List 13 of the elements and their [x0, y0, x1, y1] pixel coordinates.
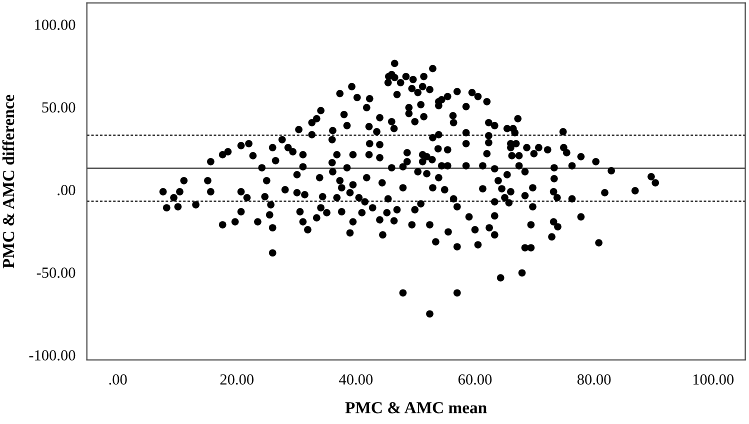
x-tick-label: 80.00: [577, 374, 611, 385]
x-tick-label: 20.00: [220, 374, 254, 385]
x-tick-label: 100.00: [693, 374, 734, 385]
x-tick-label: .00: [109, 374, 127, 385]
y-tick-label: 100.00: [35, 20, 76, 30]
y-axis-title: PMC & AMC difference: [2, 94, 14, 268]
y-tick-label: -100.00: [29, 350, 76, 361]
x-tick-label: 40.00: [339, 374, 373, 385]
y-tick-label: 50.00: [42, 102, 76, 113]
x-axis-title: PMC & AMC mean: [345, 402, 487, 414]
x-tick-label: 60.00: [458, 374, 492, 385]
y-tick-label: .00: [58, 184, 76, 196]
y-tick-label: -50.00: [36, 268, 76, 278]
